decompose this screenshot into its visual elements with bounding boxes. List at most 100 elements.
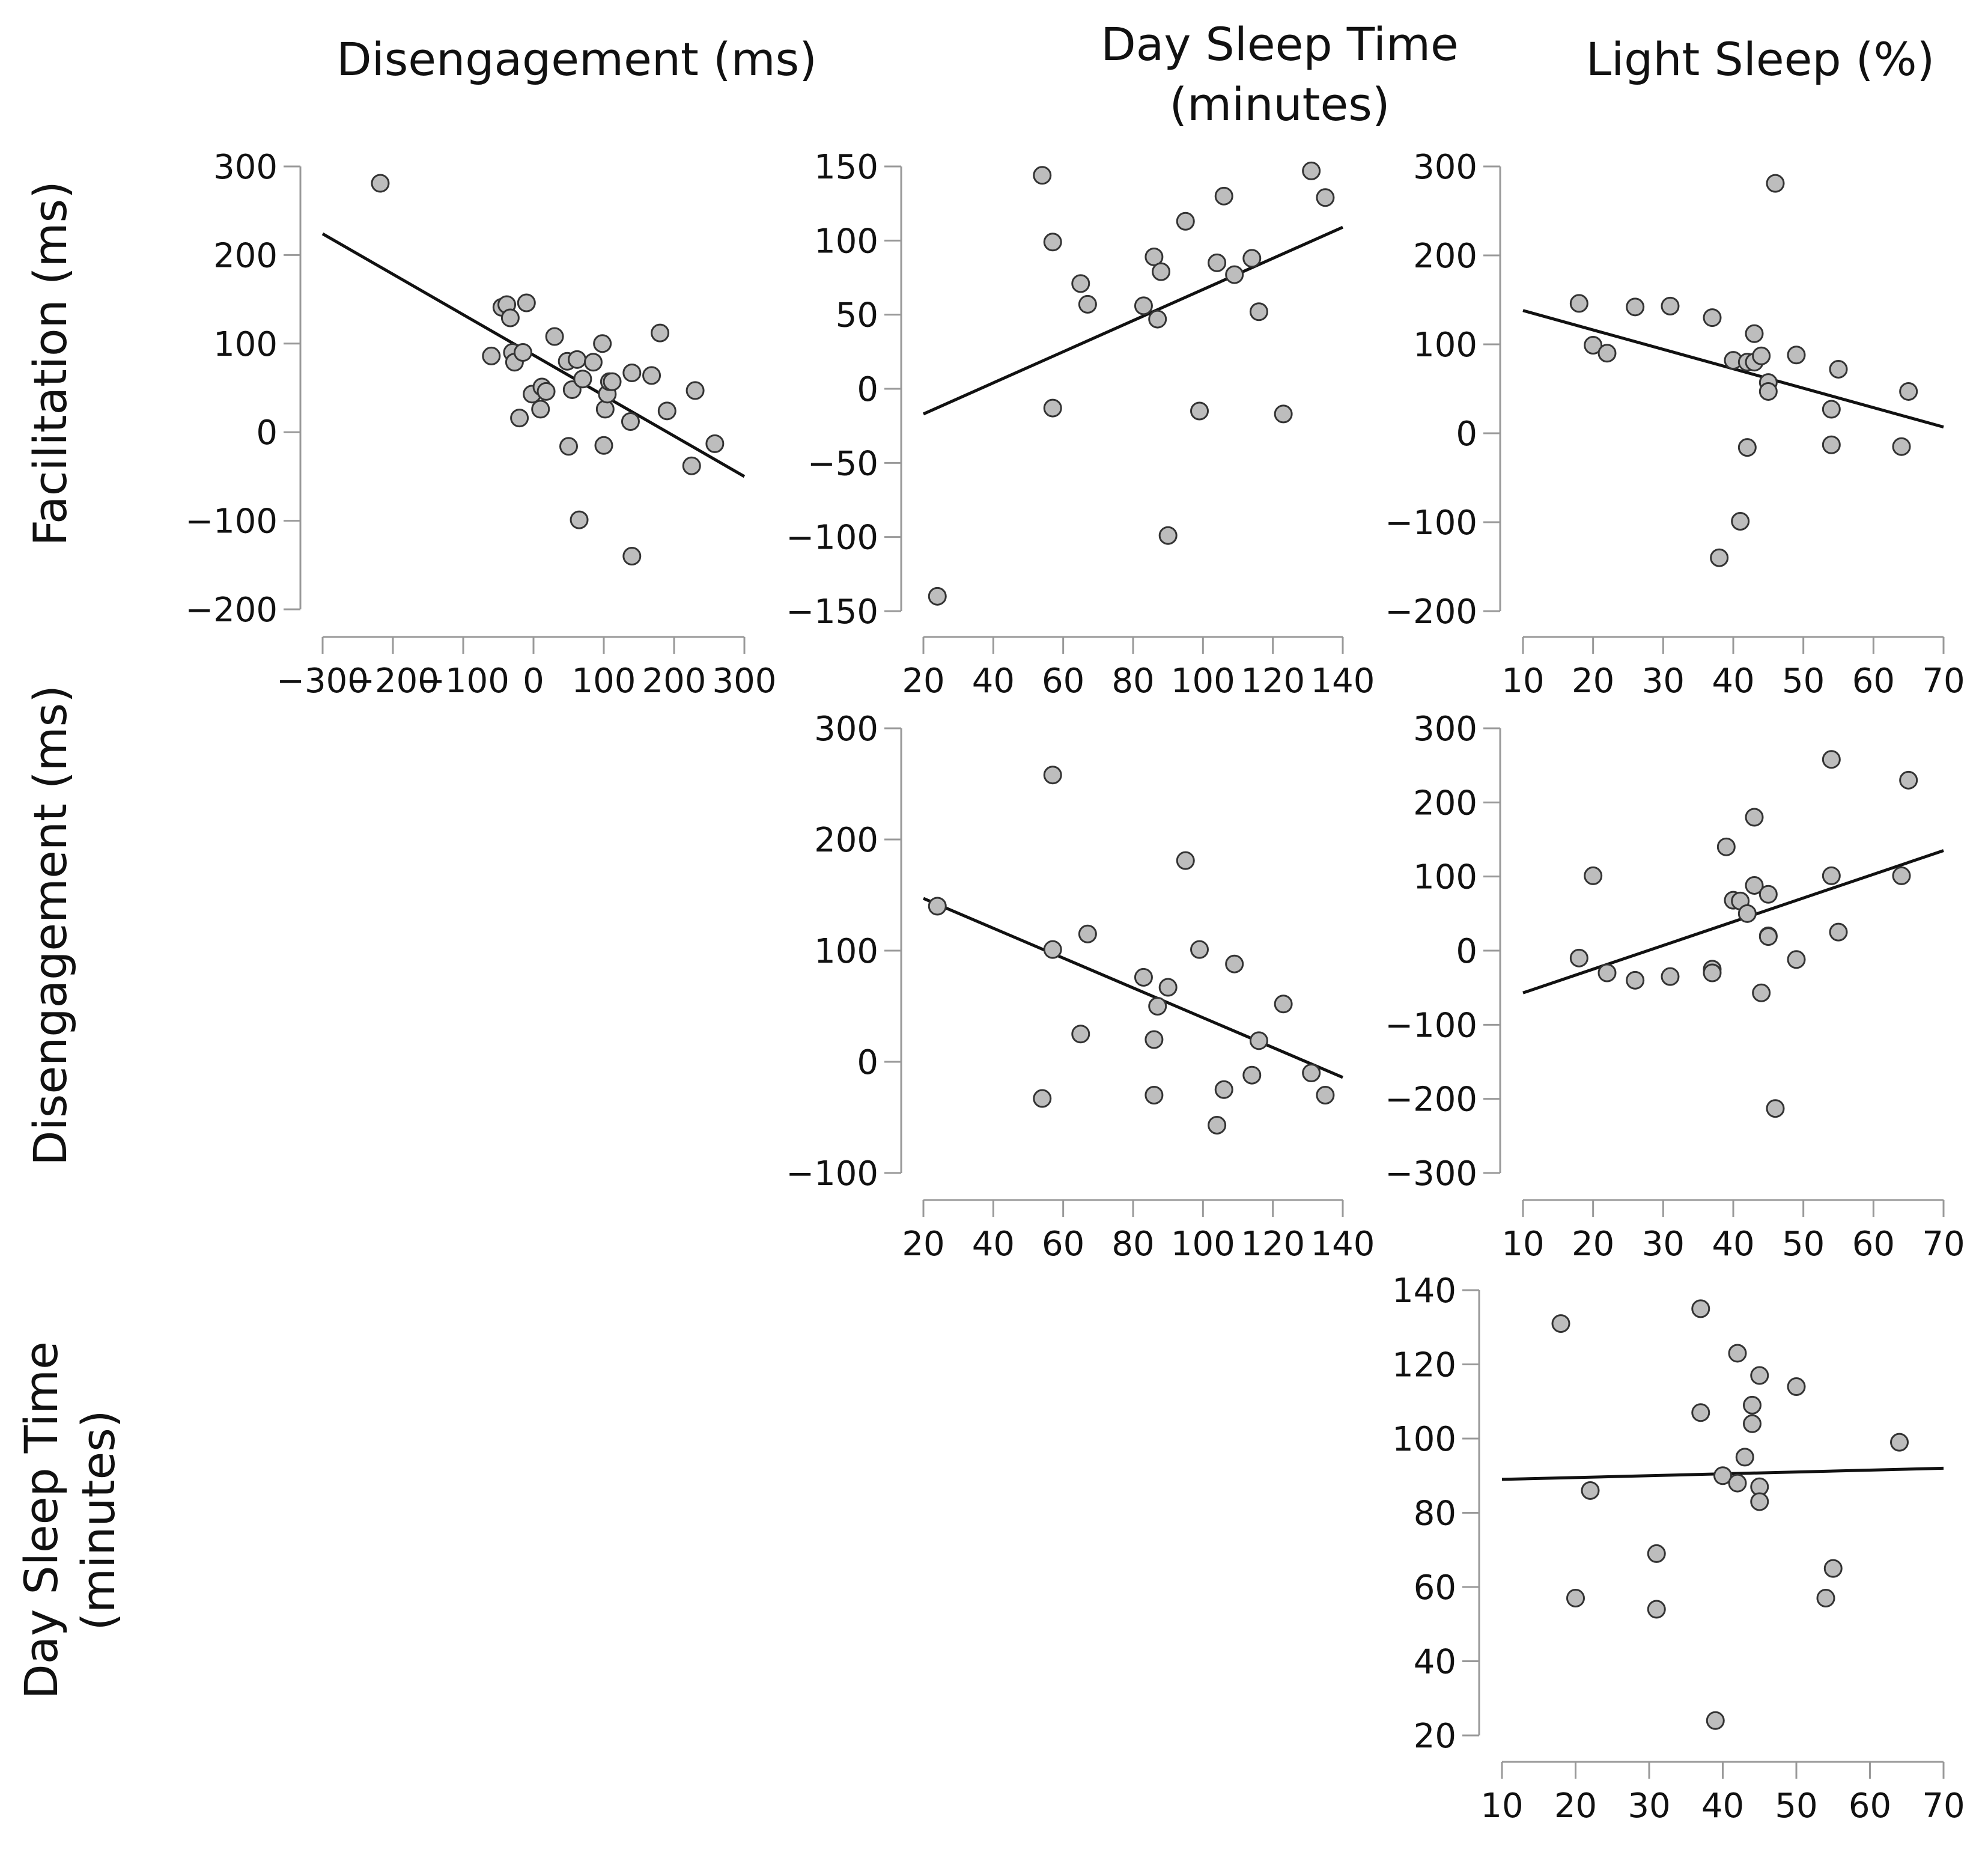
- x-tick-label: 100: [1171, 1225, 1235, 1264]
- x-tick-label: 60: [1042, 662, 1084, 701]
- data-point: [1745, 876, 1764, 895]
- data-point: [1758, 382, 1778, 401]
- data-point: [1158, 526, 1178, 545]
- x-tick-label: 10: [1480, 1787, 1523, 1826]
- y-tick-label: 300: [213, 148, 278, 187]
- data-point: [1816, 1589, 1835, 1608]
- x-tick-label: 20: [1572, 662, 1614, 701]
- data-point: [1597, 963, 1617, 982]
- data-point: [1274, 995, 1293, 1014]
- data-point: [1316, 188, 1335, 207]
- x-tick-label: 100: [572, 662, 636, 701]
- x-tick-label: 140: [1311, 1225, 1375, 1264]
- data-point: [1584, 866, 1603, 885]
- row-header-3-line-1: Day Sleep Time: [14, 1341, 68, 1699]
- y-tick-label: −100: [185, 502, 278, 541]
- x-tick-label: 60: [1852, 1225, 1895, 1264]
- x-tick-label: 10: [1501, 662, 1544, 701]
- data-point: [1190, 401, 1209, 421]
- data-point: [1581, 1481, 1600, 1500]
- scatter-panel-r1c3: 300 200 100 0 −100 −200 10 20 30 40 50 60 70: [1385, 148, 1965, 701]
- data-point: [1787, 346, 1806, 365]
- x-tick-label: 40: [972, 662, 1015, 701]
- data-point: [1661, 967, 1680, 986]
- data-point: [1745, 324, 1764, 343]
- y-tick-label: −100: [1385, 1006, 1477, 1045]
- data-point: [1890, 1433, 1909, 1452]
- data-point: [1706, 1711, 1725, 1730]
- data-point: [685, 381, 705, 400]
- data-point: [510, 409, 529, 428]
- data-point: [1190, 940, 1209, 959]
- data-point: [1214, 186, 1233, 206]
- x-tick-label: 40: [972, 1225, 1015, 1264]
- data-point: [1703, 963, 1722, 982]
- regression-line: [321, 232, 746, 478]
- y-tick-label: 0: [1456, 932, 1477, 971]
- data-point: [1766, 1099, 1785, 1118]
- x-tick-label: 60: [1042, 1225, 1084, 1264]
- data-point: [657, 401, 676, 421]
- data-point: [1899, 382, 1918, 401]
- x-tick-label: 30: [1642, 1225, 1685, 1264]
- data-point: [1144, 1086, 1164, 1104]
- data-point: [1302, 1064, 1321, 1082]
- x-tick-label: 120: [1241, 1225, 1305, 1264]
- data-point: [1078, 294, 1097, 314]
- column-header-2-line-2: (minutes): [1170, 78, 1390, 131]
- x-tick-label: 20: [1554, 1787, 1597, 1826]
- x-tick-label: 50: [1775, 1787, 1817, 1826]
- data-point: [1822, 400, 1841, 419]
- x-tick-label: 20: [902, 1225, 944, 1264]
- data-point: [642, 366, 661, 385]
- row-header-1-line-1: Facilitation (ms): [23, 181, 77, 546]
- data-point: [1214, 1080, 1233, 1099]
- y-tick-label: 80: [1414, 1494, 1456, 1534]
- data-point: [1737, 904, 1757, 923]
- y-tick-label: 200: [814, 821, 878, 860]
- data-point: [594, 436, 613, 455]
- data-point: [1899, 770, 1918, 790]
- data-point: [537, 382, 556, 401]
- row-header-1: Facilitation (ms): [23, 181, 77, 546]
- data-point: [1148, 997, 1167, 1016]
- row-header-3-line-2: (minutes): [71, 1410, 125, 1631]
- y-tick-label: −100: [786, 519, 878, 558]
- data-point: [570, 510, 589, 529]
- data-point: [1566, 1589, 1585, 1608]
- data-point: [1208, 253, 1227, 272]
- data-point: [1735, 1448, 1754, 1467]
- data-point: [545, 327, 564, 346]
- y-tick-label: 60: [1414, 1568, 1456, 1607]
- y-tick-label: 100: [1413, 858, 1477, 897]
- y-tick-label: 0: [857, 1043, 878, 1082]
- data-point: [1043, 766, 1062, 785]
- y-tick-label: 100: [1392, 1420, 1456, 1459]
- data-point: [1626, 297, 1645, 317]
- x-tick-label: 30: [1642, 662, 1685, 701]
- scatter-panel-r3c3: 140 120 100 80 60 40 20 10 20 30 40 50 60 70: [1392, 1272, 1965, 1826]
- data-point: [559, 437, 578, 456]
- y-tick-label: 100: [1413, 326, 1477, 365]
- data-point: [621, 412, 640, 431]
- data-point: [1176, 212, 1195, 231]
- data-point: [1766, 174, 1785, 193]
- data-point: [1787, 950, 1806, 969]
- data-point: [1752, 983, 1771, 1002]
- data-point: [1152, 262, 1171, 281]
- data-point: [1713, 1466, 1732, 1485]
- data-point: [1551, 1314, 1570, 1333]
- data-point: [1743, 1395, 1762, 1415]
- data-point: [1743, 1414, 1762, 1433]
- data-point: [482, 346, 501, 365]
- data-point: [1892, 437, 1911, 456]
- data-point: [1716, 837, 1736, 856]
- data-point: [1710, 548, 1729, 567]
- data-point: [622, 547, 642, 566]
- data-point: [1661, 296, 1680, 315]
- data-point: [705, 434, 725, 453]
- y-tick-label: 100: [814, 932, 878, 971]
- data-point: [513, 343, 532, 362]
